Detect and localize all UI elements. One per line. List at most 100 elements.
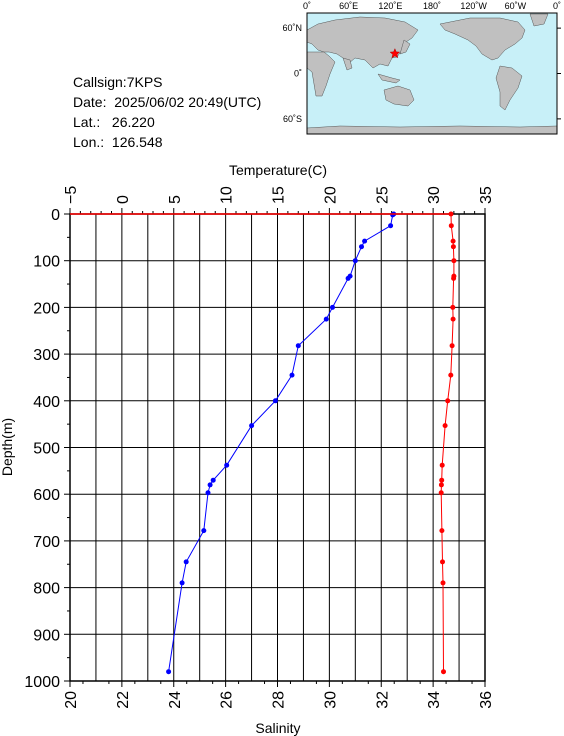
salinity-point bbox=[450, 316, 456, 322]
temperature-point bbox=[289, 372, 295, 378]
temperature-point bbox=[345, 275, 351, 281]
temperature-point bbox=[207, 482, 213, 488]
bottom-tick-label: 32 bbox=[374, 691, 391, 709]
top-tick-label: 15 bbox=[271, 186, 288, 204]
temperature-point bbox=[249, 423, 255, 429]
top-tick-label: 20 bbox=[322, 186, 339, 204]
salinity-point bbox=[451, 275, 457, 281]
bottom-tick-label: 20 bbox=[63, 691, 80, 709]
y-tick-label: 700 bbox=[33, 534, 60, 551]
station-marker-icon bbox=[389, 48, 401, 59]
map-lon-label: 120˚E bbox=[378, 1, 402, 11]
map-lon-label: 0˚ bbox=[303, 1, 311, 11]
map-lat-label: 60˚S bbox=[283, 114, 302, 124]
bottom-tick-label: 30 bbox=[322, 691, 339, 709]
land-antarctica bbox=[307, 125, 557, 134]
salinity-point bbox=[441, 669, 446, 675]
map-lat-label: 0˚ bbox=[294, 69, 302, 79]
salinity-point bbox=[439, 477, 445, 483]
lat-text: Lat.: 26.220 bbox=[73, 114, 155, 130]
data-series bbox=[70, 211, 457, 675]
salinity-point bbox=[448, 223, 454, 229]
bottom-tick-label: 24 bbox=[167, 691, 184, 709]
map-lon-label: 60˚E bbox=[339, 1, 358, 11]
y-tick-label: 900 bbox=[33, 627, 60, 644]
y-tick-label: 100 bbox=[33, 254, 60, 271]
salinity-point bbox=[450, 244, 456, 250]
y-tick-label: 500 bbox=[33, 441, 60, 458]
bottom-tick-label: 28 bbox=[271, 691, 288, 709]
bottom-tick-label: 34 bbox=[426, 691, 443, 709]
temperature-point bbox=[388, 223, 394, 229]
land-india bbox=[342, 57, 353, 71]
station-star-icon bbox=[389, 48, 401, 59]
temperature-point bbox=[362, 238, 368, 244]
y-axis-title: Depth(m) bbox=[0, 418, 15, 476]
top-tick-label: 5 bbox=[167, 195, 184, 204]
station-info: Callsign:7KPS Date: 2025/06/02 20:49(UTC… bbox=[73, 72, 261, 152]
temperature-point bbox=[359, 244, 364, 250]
salinity-point bbox=[438, 490, 444, 496]
y-tick-label: 1000 bbox=[24, 674, 60, 691]
bottom-tick-label: 22 bbox=[115, 691, 132, 709]
top-tick-label: 35 bbox=[478, 186, 495, 204]
land-south-america bbox=[495, 65, 523, 111]
temperature-point bbox=[179, 580, 185, 586]
top-tick-label: −5 bbox=[63, 186, 80, 204]
y-tick-label: 600 bbox=[33, 487, 60, 504]
temperature-point bbox=[224, 462, 230, 468]
bottom-tick-label: 26 bbox=[219, 691, 236, 709]
map-lon-label: 60˚W bbox=[505, 1, 527, 11]
temperature-point bbox=[205, 490, 211, 496]
temperature-point bbox=[183, 559, 189, 565]
map-lon-label: 0˚ bbox=[553, 1, 561, 11]
salinity-point bbox=[445, 398, 451, 404]
top-tick-label: 30 bbox=[426, 186, 443, 204]
temperature-point bbox=[352, 258, 358, 264]
map-lat-label: 60˚N bbox=[282, 23, 302, 33]
salinity-point bbox=[449, 343, 455, 349]
salinity-point bbox=[440, 559, 445, 565]
salinity-point bbox=[440, 580, 446, 586]
salinity-point bbox=[438, 482, 444, 488]
land-africa bbox=[307, 51, 336, 97]
y-tick-label: 0 bbox=[51, 207, 60, 224]
land-japan bbox=[399, 39, 411, 55]
salinity-point bbox=[450, 238, 456, 244]
map-lon-label: 180˚ bbox=[423, 1, 441, 11]
land-north-america bbox=[439, 17, 526, 61]
salinity-point bbox=[439, 462, 445, 468]
lon-text: Lon.: 126.548 bbox=[73, 134, 163, 150]
top-axis-title: Temperature(C) bbox=[229, 162, 327, 178]
y-tick-label: 800 bbox=[33, 581, 60, 598]
y-tick-label: 300 bbox=[33, 347, 60, 364]
salinity-point bbox=[448, 372, 454, 378]
y-tick-label: 200 bbox=[33, 300, 60, 317]
grid-lines bbox=[70, 213, 485, 682]
salinity-point bbox=[439, 528, 445, 534]
salinity-point bbox=[451, 258, 457, 264]
date-text: Date: 2025/06/02 20:49(UTC) bbox=[73, 94, 262, 110]
temperature-point bbox=[295, 343, 301, 349]
top-tick-label: 0 bbox=[115, 195, 132, 204]
world-map: 0˚ 60˚E 120˚E 180˚ 120˚W 60˚W 0˚ 60˚N 0˚ 60˚S bbox=[282, 1, 561, 135]
temperature-point bbox=[390, 212, 396, 218]
temperature-line bbox=[168, 213, 395, 672]
y-tick-label: 400 bbox=[33, 394, 60, 411]
temperature-point bbox=[330, 304, 335, 310]
land-indonesia bbox=[377, 73, 401, 84]
salinity-point bbox=[442, 423, 448, 429]
salinity-point bbox=[450, 304, 456, 310]
top-tick-label: 25 bbox=[374, 186, 391, 204]
temperature-point bbox=[201, 528, 207, 534]
bottom-axis-title: Salinity bbox=[255, 720, 300, 736]
land-australia bbox=[383, 85, 415, 107]
bottom-tick-label: 36 bbox=[478, 691, 495, 709]
land-greenland bbox=[529, 13, 549, 27]
callsign-text: Callsign:7KPS bbox=[73, 74, 163, 90]
temperature-point bbox=[323, 316, 329, 322]
map-lon-label: 120˚W bbox=[460, 1, 487, 11]
temperature-point bbox=[210, 477, 216, 483]
